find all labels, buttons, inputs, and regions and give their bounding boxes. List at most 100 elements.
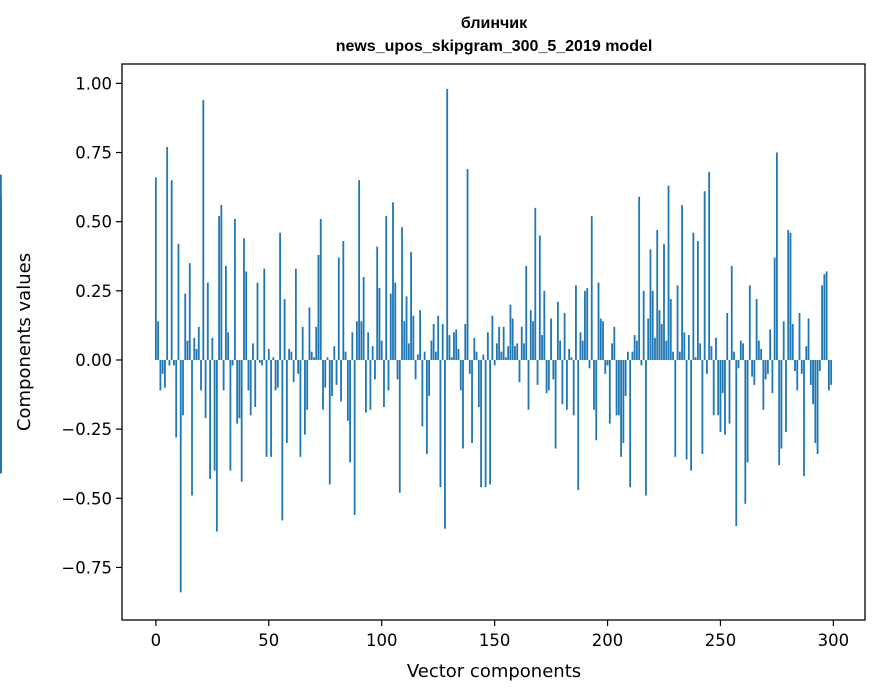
bar (545, 359, 548, 394)
bar (762, 359, 765, 410)
bar (742, 343, 744, 360)
bar (529, 310, 532, 360)
bar (678, 351, 681, 360)
bar (658, 310, 661, 360)
bar (475, 351, 478, 360)
x-tick-label: 200 (592, 631, 624, 650)
bar (645, 359, 647, 496)
bar (324, 359, 327, 388)
bar (419, 310, 422, 360)
bar (778, 359, 781, 466)
bar (694, 357, 697, 360)
bar (726, 312, 729, 360)
bar (177, 243, 180, 360)
bar (200, 359, 202, 391)
bar (421, 359, 424, 427)
bar (290, 351, 293, 360)
bar (809, 359, 812, 385)
bar (313, 357, 315, 360)
bar (182, 359, 184, 416)
bar (570, 357, 573, 360)
bar (224, 265, 227, 360)
bar (534, 207, 537, 360)
bar (633, 335, 636, 360)
bar (245, 271, 248, 360)
bar (771, 359, 774, 394)
bar (261, 359, 263, 366)
bar (480, 359, 482, 488)
bar (448, 335, 451, 360)
bar (331, 359, 333, 396)
bar (516, 343, 519, 360)
y-tick-label: 0.00 (75, 351, 112, 370)
bar (369, 359, 372, 410)
bar (687, 335, 690, 360)
chart-title: блинчик (461, 15, 528, 32)
bar (157, 321, 160, 360)
y-axis-ticks: −0.75 −0.50 −0.25 0.00 0.25 0.50 0.75 1.00 (61, 74, 122, 577)
bar (455, 329, 458, 360)
bar (351, 332, 354, 360)
bar (626, 351, 629, 360)
bar (161, 359, 164, 374)
bar (279, 232, 281, 360)
bar (827, 359, 830, 391)
bar (0, 196, 2, 360)
bar (647, 318, 650, 360)
bar (735, 359, 738, 526)
bar (588, 359, 591, 369)
bar (231, 359, 234, 366)
bar (636, 340, 638, 360)
bar (435, 351, 437, 360)
bar (209, 359, 211, 479)
bar (317, 254, 320, 360)
y-tick-label: 1.00 (75, 74, 112, 93)
bar (800, 359, 803, 374)
y-tick-label: −0.50 (61, 489, 112, 508)
bar (371, 346, 374, 360)
bar (703, 191, 706, 360)
bar (265, 359, 268, 457)
bar (696, 241, 699, 360)
bar (328, 359, 331, 485)
bar (310, 351, 313, 360)
bar (179, 359, 182, 593)
bar (159, 359, 162, 391)
bar (608, 359, 611, 424)
y-tick-label: −0.25 (61, 420, 112, 439)
bar (288, 348, 291, 360)
bar (405, 296, 408, 360)
bar (367, 332, 370, 360)
bar (344, 351, 347, 360)
bar (556, 301, 559, 360)
bar (202, 99, 205, 360)
bar (362, 277, 365, 360)
bar (446, 88, 449, 360)
bar (776, 152, 778, 360)
bar (536, 359, 539, 385)
bar (532, 321, 534, 360)
bar (333, 346, 336, 360)
bar (482, 354, 485, 360)
bar (215, 359, 218, 532)
bar (654, 337, 656, 360)
bar (818, 359, 821, 372)
bar (319, 218, 322, 360)
bar (430, 340, 433, 360)
bar (830, 359, 833, 385)
bar (432, 324, 435, 360)
plot-frame (121, 63, 866, 621)
bar (491, 315, 494, 360)
bar (173, 359, 175, 366)
bar (518, 359, 521, 383)
bar (780, 359, 783, 449)
bar (444, 359, 446, 529)
bar (575, 285, 577, 360)
bar (437, 315, 440, 360)
bar (342, 241, 345, 360)
bar (281, 359, 284, 521)
bar (631, 351, 634, 360)
bar (509, 304, 512, 360)
bar (803, 359, 805, 477)
bar (559, 340, 562, 360)
